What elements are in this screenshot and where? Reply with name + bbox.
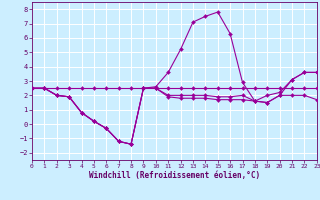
X-axis label: Windchill (Refroidissement éolien,°C): Windchill (Refroidissement éolien,°C) — [89, 171, 260, 180]
